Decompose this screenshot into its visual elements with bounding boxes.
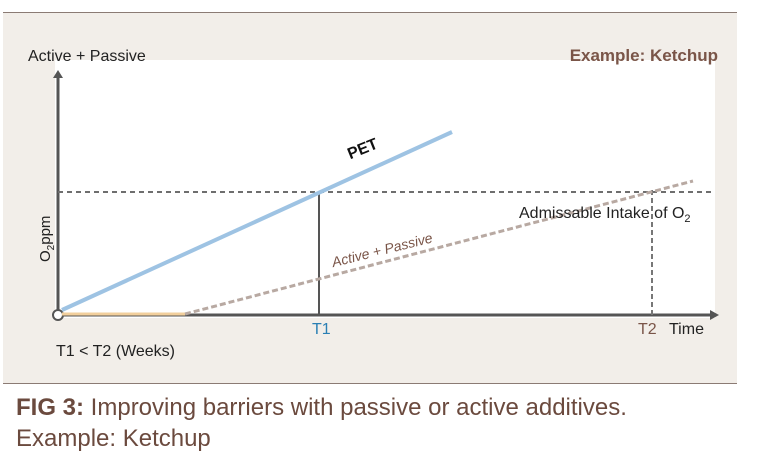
y-axis-label: O2ppm [37,215,57,262]
caption-text: Improving barriers with passive or activ… [16,394,627,452]
footnote: T1 < T2 (Weeks) [56,343,175,360]
origin-marker [52,309,64,321]
plot-area [55,60,715,318]
x-tick-t1: T1 [312,321,331,338]
threshold-label: Admissable Intake of O2 [519,205,691,226]
figure-caption: FIG 3: Improving barriers with passive o… [16,392,636,454]
x-axis-label: Time [669,321,704,338]
example-label: Example: Ketchup [569,46,718,65]
y-axis-title: Active + Passive [28,48,146,65]
figure-number: FIG 3: [16,394,85,421]
x-tick-t2: T2 [638,321,657,338]
x-axis-arrow [710,310,719,320]
y-axis-arrow [53,70,63,78]
active-passive-line [184,179,694,316]
pet-line [61,130,453,312]
